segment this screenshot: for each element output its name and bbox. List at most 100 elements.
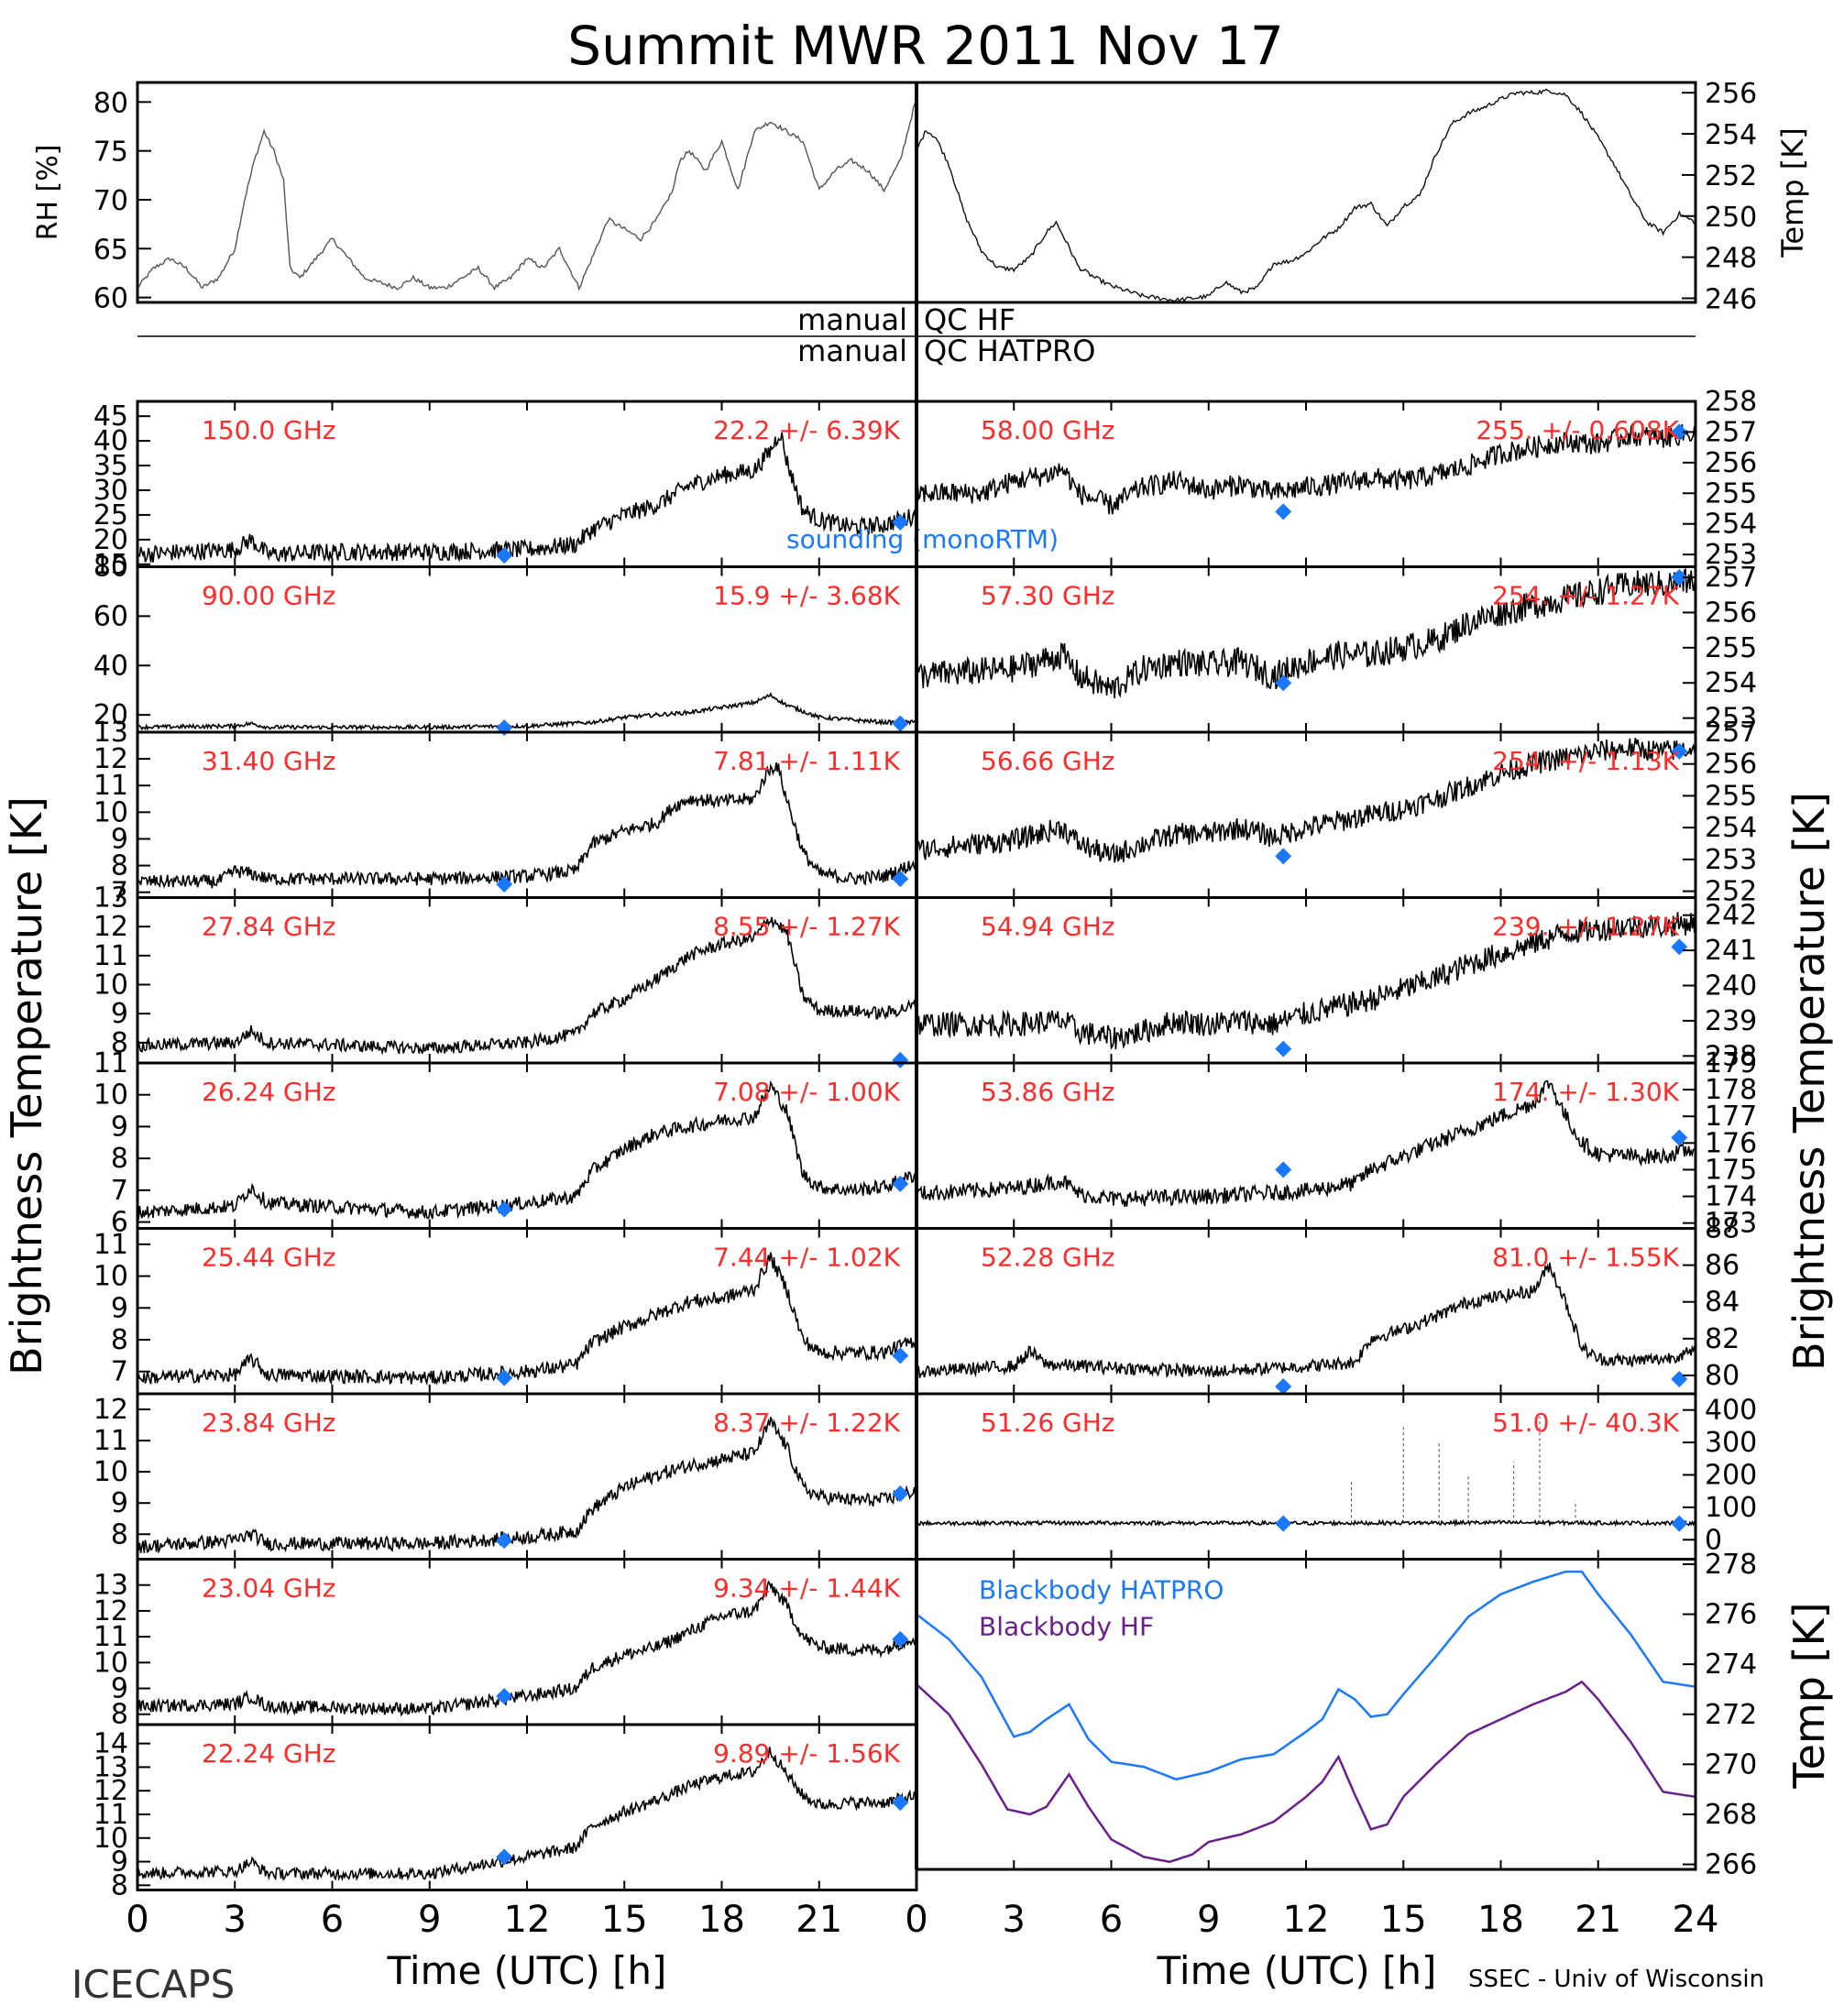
panel-plot bbox=[916, 738, 1696, 863]
sounding-marker bbox=[892, 871, 909, 888]
y-tick-label: 174 bbox=[1705, 1181, 1757, 1213]
y-tick-label: 9 bbox=[111, 823, 128, 855]
trace-26.24 bbox=[137, 1079, 916, 1220]
stat-label: 51.0 +/- 40.3K bbox=[1492, 1408, 1679, 1438]
y-tick-label: 300 bbox=[1705, 1427, 1757, 1459]
panel-plot bbox=[916, 912, 1696, 1050]
y-tick-label: 10 bbox=[93, 1456, 128, 1488]
sounding-marker bbox=[892, 715, 909, 732]
y-tick-label: 178 bbox=[1705, 1074, 1757, 1106]
y-tick-label: 9 bbox=[111, 1292, 128, 1324]
x-tick-label: 3 bbox=[1003, 1899, 1026, 1941]
trace-27.84 bbox=[137, 916, 916, 1056]
y-tick-label: 9 bbox=[111, 998, 128, 1030]
Temp [K] trace bbox=[916, 88, 1696, 303]
y-tick-label: 12 bbox=[93, 743, 128, 775]
y-tick-label: 256 bbox=[1705, 749, 1757, 781]
right-axis-label: Brightness Temperature [K] bbox=[1784, 792, 1833, 1371]
y-tick-label: 84 bbox=[1705, 1287, 1740, 1319]
y-tick-label: 9 bbox=[111, 1673, 128, 1705]
y-tick-label: 25 bbox=[93, 499, 128, 531]
frequency-label: 56.66 GHz bbox=[981, 746, 1115, 776]
stat-label: 9.89 +/- 1.56K bbox=[713, 1738, 900, 1769]
blackbody-legend-hf: Blackbody HF bbox=[979, 1612, 1154, 1642]
rh-axis-label: RH [%] bbox=[32, 145, 64, 241]
panel-52.28: 52.28 GHz 81.0 +/- 1.55K 80 82 84 86 88 bbox=[915, 1213, 1740, 1396]
y-tick-label: 257 bbox=[1705, 717, 1757, 749]
frequency-label: 23.84 GHz bbox=[202, 1408, 336, 1438]
y-tick-label: 20 bbox=[93, 699, 128, 731]
frequency-label: 54.94 GHz bbox=[981, 912, 1115, 942]
x-tick-label: 0 bbox=[126, 1899, 148, 1941]
y-tick-label: 7 bbox=[111, 1175, 128, 1207]
trace-53.86 bbox=[916, 1079, 1696, 1207]
rh-tick-label: 75 bbox=[93, 137, 128, 169]
y-tick-label: 12 bbox=[93, 1394, 128, 1426]
panel-plot bbox=[137, 432, 916, 563]
x-tick-label: 12 bbox=[504, 1899, 551, 1941]
sounding-legend: sounding (monoRTM) bbox=[786, 524, 1059, 554]
panel-58.00: 58.00 GHz 255. +/- 0.608K 2532542552562572… bbox=[915, 386, 1757, 571]
blackbody-legend-hatpro: Blackbody HATPRO bbox=[979, 1575, 1224, 1605]
stat-label: 7.44 +/- 1.02K bbox=[713, 1243, 900, 1273]
trace-56.66 bbox=[916, 738, 1696, 863]
y-tick-label: 253 bbox=[1705, 703, 1757, 735]
y-tick-label: 255 bbox=[1705, 780, 1757, 812]
y-tick-label: 11 bbox=[93, 770, 128, 802]
temp-tick-label: 248 bbox=[1705, 243, 1757, 275]
y-tick-label: 45 bbox=[93, 400, 128, 433]
y-tick-label: 86 bbox=[1705, 1250, 1740, 1282]
sounding-marker bbox=[892, 1485, 909, 1502]
sounding-marker bbox=[1275, 503, 1292, 520]
stat-label: 8.37 +/- 1.22K bbox=[713, 1408, 900, 1438]
stat-label: 8.55 +/- 1.27K bbox=[713, 912, 900, 942]
sounding-marker bbox=[1275, 1377, 1292, 1395]
stat-label: 7.08 +/- 1.00K bbox=[713, 1077, 900, 1107]
y-tick-label: 10 bbox=[93, 1079, 128, 1112]
qc-hatpro-label: QC HATPRO bbox=[924, 334, 1095, 368]
y-tick-label: 253 bbox=[1705, 539, 1757, 571]
y-tick-label: 12 bbox=[93, 1595, 128, 1627]
y-tick-label: 8 bbox=[111, 1027, 128, 1059]
y-tick-label: 82 bbox=[1705, 1323, 1740, 1355]
y-tick-label: 0 bbox=[1705, 1524, 1722, 1556]
trace-150.0 bbox=[137, 432, 916, 563]
sounding-marker bbox=[1671, 569, 1688, 586]
sounding-marker bbox=[496, 1687, 513, 1704]
y-tick-label: 200 bbox=[1705, 1459, 1757, 1491]
panel-56.66: 56.66 GHz 254. +/- 1.13K 25225325425525625… bbox=[915, 717, 1757, 908]
y-tick-label: 240 bbox=[1705, 970, 1757, 1003]
y-tick-label: 13 bbox=[93, 1751, 128, 1783]
y-tick-label: 10 bbox=[93, 1261, 128, 1293]
x-tick-label: 6 bbox=[321, 1899, 344, 1941]
y-tick-label: 276 bbox=[1705, 1599, 1757, 1631]
y-tick-label: 257 bbox=[1705, 562, 1757, 594]
sounding-marker bbox=[892, 1630, 909, 1648]
panel-plot bbox=[916, 422, 1696, 515]
y-tick-label: 88 bbox=[1705, 1213, 1740, 1245]
y-tick-label: 268 bbox=[1705, 1799, 1757, 1831]
y-tick-label: 270 bbox=[1705, 1748, 1757, 1780]
y-tick-label: 14 bbox=[93, 1728, 128, 1760]
stat-label: 9.34 +/- 1.44K bbox=[713, 1573, 900, 1604]
y-tick-label: 6 bbox=[111, 1207, 128, 1239]
sounding-marker bbox=[496, 547, 513, 564]
frequency-label: 22.24 GHz bbox=[202, 1738, 336, 1769]
x-tick-label: 24 bbox=[1673, 1899, 1719, 1941]
y-tick-label: 11 bbox=[93, 1425, 128, 1457]
trace-58.00 bbox=[916, 422, 1696, 515]
panel-plot bbox=[916, 567, 1696, 698]
y-tick-label: 11 bbox=[93, 1621, 128, 1653]
sounding-marker bbox=[1671, 742, 1688, 760]
rh-tick-label: 80 bbox=[93, 87, 128, 119]
trace-31.40 bbox=[137, 761, 916, 889]
y-tick-label: 8 bbox=[111, 1869, 128, 1901]
y-tick-label: 9 bbox=[111, 1846, 128, 1879]
frequency-label: 57.30 GHz bbox=[981, 581, 1115, 611]
y-tick-label: 239 bbox=[1705, 1005, 1757, 1037]
temp-tick-label: 256 bbox=[1705, 78, 1757, 110]
